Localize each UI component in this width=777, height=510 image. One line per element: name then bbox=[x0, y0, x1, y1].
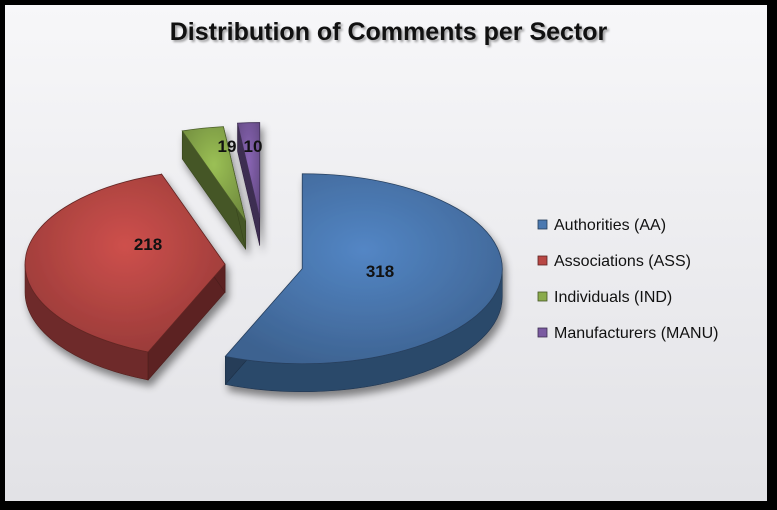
legend-item-1: Associations (ASS) bbox=[537, 253, 691, 270]
legend-label-2: Individuals (IND) bbox=[554, 289, 672, 306]
pie-slice-manufacturers-manu bbox=[237, 122, 261, 246]
legend-swatch-0 bbox=[537, 219, 548, 230]
chart-title: Distribution of Comments per Sector bbox=[169, 18, 608, 46]
legend: Authorities (AA) Associations (ASS) Indivi… bbox=[537, 217, 718, 342]
legend-item-2: Individuals (IND) bbox=[537, 289, 672, 306]
data-label-0: 318 bbox=[366, 262, 394, 281]
pie-slice-individuals-ind bbox=[181, 126, 247, 251]
legend-label-0: Authorities (AA) bbox=[554, 217, 666, 234]
legend-swatch-3 bbox=[537, 327, 548, 338]
legend-item-3: Manufacturers (MANU) bbox=[537, 325, 718, 342]
data-label-2: 19 bbox=[218, 137, 237, 156]
legend-label-1: Associations (ASS) bbox=[554, 253, 691, 270]
legend-swatch-1 bbox=[537, 255, 548, 266]
legend-swatch-2 bbox=[537, 291, 548, 302]
pie-slice-associations-ass bbox=[24, 173, 226, 381]
data-label-3: 10 bbox=[244, 137, 263, 156]
data-label-1: 218 bbox=[134, 235, 162, 254]
legend-label-3: Manufacturers (MANU) bbox=[554, 325, 718, 342]
legend-item-0: Authorities (AA) bbox=[537, 217, 666, 234]
pie-slice-authorities-aa bbox=[224, 173, 503, 393]
